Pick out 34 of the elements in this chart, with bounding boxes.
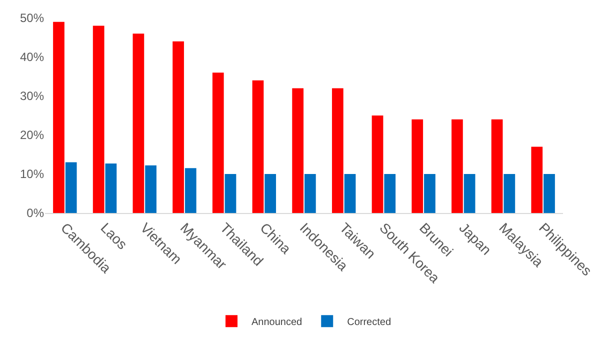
y-tick-label: 20% <box>20 128 44 142</box>
bar <box>224 174 236 213</box>
bar <box>412 119 424 213</box>
bar <box>172 41 184 213</box>
bar <box>384 174 396 213</box>
bar <box>252 80 264 213</box>
bar <box>212 72 224 213</box>
bar <box>145 165 156 213</box>
bar <box>344 174 356 213</box>
bar <box>184 168 196 213</box>
bar <box>372 116 384 213</box>
bar <box>264 174 276 213</box>
bar <box>424 174 436 213</box>
y-tick-label: 10% <box>20 167 44 182</box>
bar <box>491 119 503 213</box>
bar <box>332 88 344 213</box>
y-tick-label: 30% <box>20 89 44 104</box>
bar <box>304 174 316 213</box>
bar <box>105 163 117 213</box>
y-tick-label: 40% <box>20 50 44 64</box>
bar <box>452 119 463 213</box>
bar <box>464 174 476 213</box>
bar <box>531 146 543 213</box>
bar <box>53 22 64 213</box>
y-tick-label: 50% <box>20 11 44 26</box>
y-tick-label: 0% <box>26 206 44 220</box>
bar <box>504 174 516 213</box>
bar <box>65 162 77 213</box>
legend-label: Corrected <box>347 317 392 328</box>
bar <box>544 174 555 213</box>
bar <box>132 34 144 213</box>
bar <box>92 26 104 213</box>
legend-label: Announced <box>252 317 302 328</box>
bar <box>292 88 304 213</box>
